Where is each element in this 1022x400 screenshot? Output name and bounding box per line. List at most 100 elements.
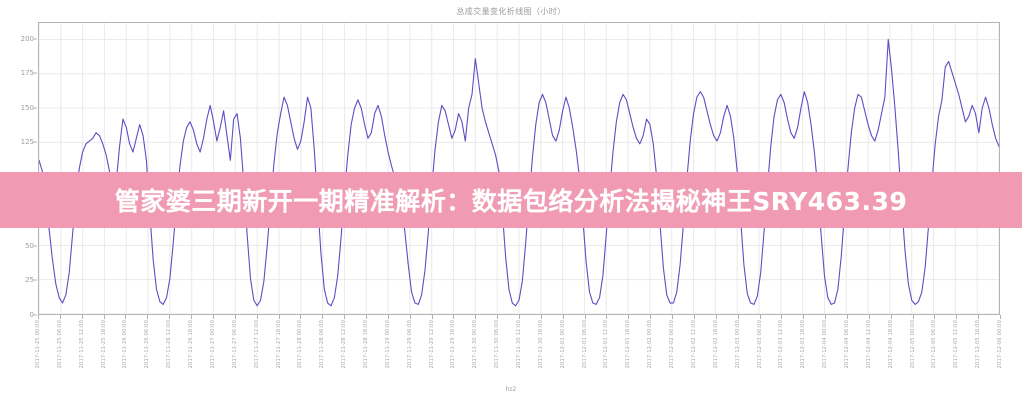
x-axis-tick-mark [759, 315, 761, 319]
x-axis-tick-mark [322, 315, 324, 319]
x-axis-tick-label: 2017-12-02 18:00 [712, 320, 719, 369]
x-axis-tick-label: 2017-12-02 06:00 [669, 320, 676, 369]
y-axis-tick-mark [33, 38, 37, 40]
x-axis-tick-label: 2017-12-02 00:00 [647, 320, 654, 369]
x-axis-tick-mark [387, 315, 389, 319]
x-axis-tick-label: 2017-12-04 12:00 [865, 320, 872, 369]
x-axis-tick-label: 2017-12-03 06:00 [756, 320, 763, 369]
x-axis-tick-mark [1000, 315, 1001, 319]
x-axis-tick-mark [453, 315, 455, 319]
x-axis-tick-mark [300, 315, 302, 319]
x-axis-tick-label: 2017-12-04 18:00 [887, 320, 894, 369]
x-axis-tick-mark [234, 315, 236, 319]
x-axis-tick-mark [431, 315, 433, 319]
x-axis-tick-label: 2017-11-26 18:00 [188, 320, 195, 369]
x-axis-tick-label: 2017-12-04 06:00 [843, 320, 850, 369]
x-axis-tick-label: 2017-11-28 12:00 [341, 320, 348, 369]
x-axis-tick-label: 2017-11-27 12:00 [253, 320, 260, 369]
y-axis-tick-label: 50 [25, 241, 34, 250]
x-axis-tick-mark [846, 315, 848, 319]
x-axis-tick-label: 2017-11-29 06:00 [406, 320, 413, 369]
x-axis-tick-label: 2017-11-29 12:00 [428, 320, 435, 369]
x-axis-tick-label: 2017-11-26 12:00 [166, 320, 173, 369]
x-axis-tick-mark [278, 315, 280, 319]
x-axis-tick-mark [519, 315, 520, 319]
x-axis-tick-label: 2017-11-30 00:00 [472, 320, 479, 369]
x-axis-tick-mark [584, 315, 586, 319]
x-axis-tick-label: 2017-12-01 12:00 [603, 320, 610, 369]
x-axis-tick-label: 2017-12-05 06:00 [931, 320, 938, 369]
x-axis-tick-mark [715, 315, 717, 319]
x-axis-tick-labels: 2017-11-25 00:00 2017-11-25 06:00 2017-11-… [35, 320, 1003, 382]
x-axis-tick-mark [256, 315, 258, 319]
x-axis-tick-mark [737, 315, 739, 319]
x-axis-tick-mark [81, 315, 83, 319]
x-axis-tick-label: 2017-12-01 00:00 [559, 320, 566, 369]
x-axis-tick-marks [38, 315, 1001, 320]
x-axis-tick-mark [344, 315, 346, 319]
x-axis-tick-mark [781, 315, 783, 319]
x-axis-tick-mark [38, 315, 39, 319]
x-axis-tick-label: 2017-11-30 12:00 [516, 320, 522, 369]
x-axis-tick-mark [978, 315, 980, 319]
watermark-banner: 管家婆三期新开一期精准解析：数据包络分析法揭秘神王SRY463.39 [0, 172, 1022, 228]
y-axis-tick-labels: 0255075100125150175200 [0, 22, 34, 319]
x-axis-tick-label: 2017-12-05 00:00 [909, 320, 916, 369]
x-axis-tick-label: 2017-11-30 06:00 [494, 320, 501, 369]
x-axis-tick-label: 2017-11-26 06:00 [144, 320, 151, 369]
x-axis-label: hz2 [505, 386, 517, 393]
x-axis-tick-mark [497, 315, 499, 319]
y-axis-tick-label: 25 [25, 276, 34, 285]
y-axis-tick-label: 150 [20, 103, 34, 112]
x-axis-tick-mark [540, 315, 542, 319]
line-series-total-volume [39, 23, 999, 314]
x-axis-tick-label: 2017-11-28 06:00 [319, 320, 326, 369]
x-axis-tick-label: 2017-11-25 06:00 [56, 320, 63, 369]
x-axis-tick-label: 2017-12-01 06:00 [581, 320, 588, 369]
y-axis-tick-mark [33, 245, 37, 247]
x-axis-tick-label: 2017-11-27 00:00 [209, 320, 216, 369]
x-axis-tick-mark [409, 315, 411, 319]
x-axis-tick-label: 2017-12-01 18:00 [625, 320, 632, 369]
x-axis-tick-label: 2017-12-06 00:00 [997, 320, 1003, 369]
y-axis-tick-mark [33, 72, 37, 74]
x-axis-tick-label: 2017-11-29 00:00 [384, 320, 391, 369]
x-axis-tick-mark [606, 315, 608, 319]
x-axis-tick-mark [103, 315, 105, 319]
x-axis-tick-mark [868, 315, 870, 319]
x-axis-tick-mark [912, 315, 914, 319]
x-axis-tick-mark [125, 315, 127, 319]
x-axis-tick-mark [650, 315, 652, 319]
x-axis-tick-label: 2017-11-27 18:00 [275, 320, 282, 369]
x-axis-tick-label: 2017-12-05 12:00 [953, 320, 960, 369]
y-axis-tick-label: 200 [20, 34, 34, 43]
y-axis-tick-mark [33, 141, 37, 143]
x-axis-tick-mark [956, 315, 958, 319]
watermark-text: 管家婆三期新开一期精准解析：数据包络分析法揭秘神王SRY463.39 [114, 187, 908, 216]
x-axis-tick-mark [693, 315, 695, 319]
x-axis-tick-mark [365, 315, 367, 319]
x-axis-tick-mark [672, 315, 674, 319]
y-axis-tick-mark [33, 279, 37, 281]
x-axis-tick-label: 2017-11-25 12:00 [78, 320, 85, 369]
x-axis-tick-mark [934, 315, 936, 319]
x-axis-tick-mark [59, 315, 61, 319]
x-axis-tick-label: 2017-11-27 06:00 [231, 320, 238, 369]
x-axis-tick-label: 2017-11-30 18:00 [537, 320, 544, 369]
grid-lines [39, 23, 999, 314]
x-axis-tick-label: 2017-11-28 00:00 [297, 320, 304, 369]
x-axis-tick-label: 2017-11-26 00:00 [122, 320, 129, 369]
plot-area [38, 22, 1000, 315]
x-axis-tick-label: 2017-12-02 12:00 [690, 320, 697, 369]
x-axis-tick-mark [803, 315, 805, 319]
x-axis-tick-label: 2017-11-25 18:00 [100, 320, 107, 369]
x-axis-tick-mark [147, 315, 149, 319]
y-axis-tick-mark [33, 314, 37, 316]
x-axis-tick-mark [169, 315, 171, 319]
y-axis-tick-mark [33, 107, 37, 109]
x-axis-tick-mark [475, 315, 477, 319]
x-axis-tick-label: 2017-12-05 18:00 [975, 320, 982, 369]
y-axis-tick-label: 175 [20, 69, 34, 78]
y-axis-tick-label: 125 [20, 138, 34, 147]
